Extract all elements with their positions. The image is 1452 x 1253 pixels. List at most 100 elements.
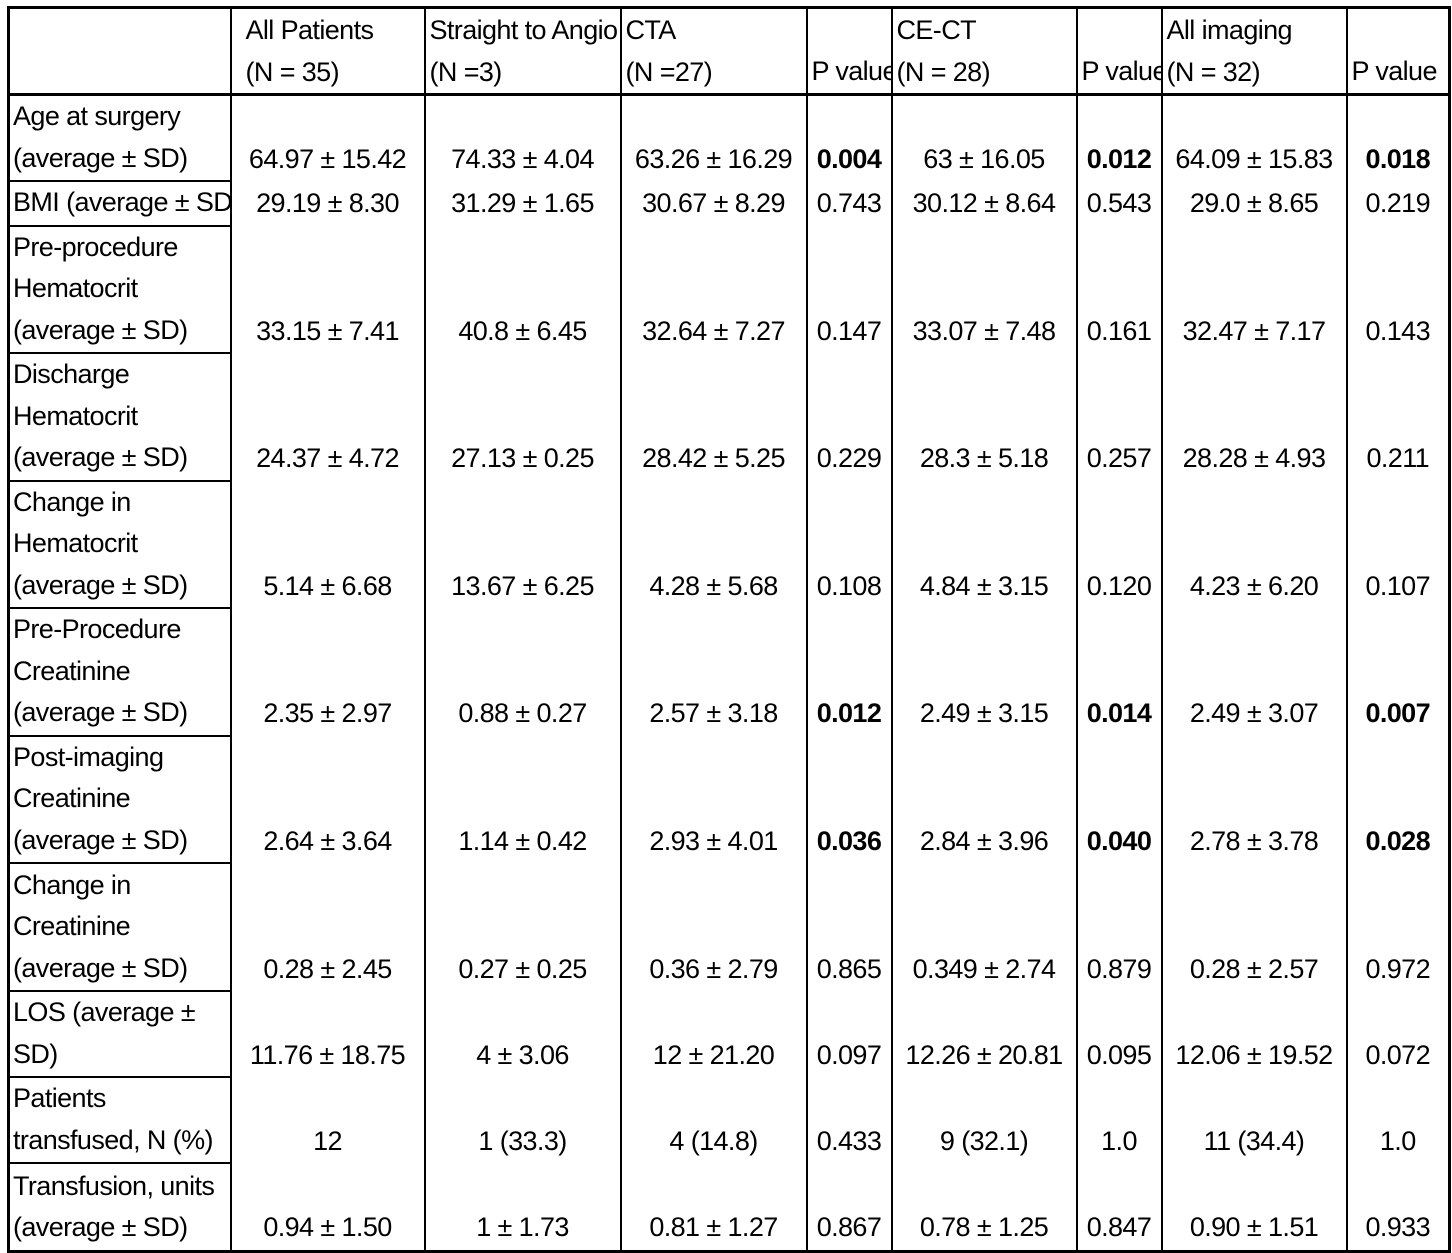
header-p-value-cta: P value xyxy=(805,7,893,96)
value-cell: 63.26 ± 16.29 xyxy=(619,94,808,181)
value-cell: 5.14 ± 6.68 xyxy=(229,480,426,608)
value-cell: 11 (34.4) xyxy=(1160,1077,1348,1163)
p-value-cell: 0.028 xyxy=(1345,735,1451,863)
row-label: Age at surgery (average ± SD) xyxy=(7,94,232,182)
value-cell: 4.23 ± 6.20 xyxy=(1160,480,1348,608)
p-value-cell: 1.0 xyxy=(1345,1077,1451,1163)
p-value-cell: 0.108 xyxy=(805,480,893,608)
table-row-patients-transfused: Patients transfused, N (%) 12 1 (33.3) 4… xyxy=(7,1077,1451,1164)
value-cell: 4.28 ± 5.68 xyxy=(619,480,808,608)
value-cell: 0.88 ± 0.27 xyxy=(423,608,622,736)
value-cell: 4 (14.8) xyxy=(619,1077,808,1163)
table-row-transfusion-units: Transfusion, units (average ± SD) 0.94 ±… xyxy=(7,1163,1451,1252)
p-value-cell: 0.743 xyxy=(805,181,893,226)
value-cell: 9 (32.1) xyxy=(890,1077,1078,1163)
header-p-value-all-imaging: P value xyxy=(1345,7,1451,96)
p-value-cell: 0.433 xyxy=(805,1077,893,1163)
p-value-cell: 1.0 xyxy=(1075,1077,1163,1163)
p-value-cell: 0.847 xyxy=(1075,1163,1163,1251)
value-cell: 1.14 ± 0.42 xyxy=(423,735,622,863)
p-value-cell: 0.229 xyxy=(805,353,893,481)
row-label: Post-imaging Creatinine (average ± SD) xyxy=(7,735,232,864)
row-label: Pre-Procedure Creatinine (average ± SD) xyxy=(7,608,232,737)
value-cell: 0.28 ± 2.45 xyxy=(229,863,426,991)
header-p-value-ce-ct: P value xyxy=(1075,7,1163,96)
p-value-cell: 0.257 xyxy=(1075,353,1163,481)
p-value-cell: 0.865 xyxy=(805,863,893,991)
p-value-cell: 0.867 xyxy=(805,1163,893,1251)
row-label: BMI (average ± SD) xyxy=(7,181,232,227)
p-value-cell: 0.095 xyxy=(1075,991,1163,1077)
value-cell: 30.12 ± 8.64 xyxy=(890,181,1078,226)
table-row-pre-procedure-creatinine: Pre-Procedure Creatinine (average ± SD) … xyxy=(7,608,1451,737)
table-row-bmi: BMI (average ± SD) 29.19 ± 8.30 31.29 ± … xyxy=(7,181,1451,227)
row-label: Change in Hematocrit (average ± SD) xyxy=(7,480,232,609)
value-cell: 30.67 ± 8.29 xyxy=(619,181,808,226)
value-cell: 31.29 ± 1.65 xyxy=(423,181,622,226)
row-label: Transfusion, units (average ± SD) xyxy=(7,1163,232,1252)
value-cell: 74.33 ± 4.04 xyxy=(423,94,622,181)
header-cta: CTA (N =27) xyxy=(619,7,808,96)
p-value-cell: 0.012 xyxy=(805,608,893,736)
value-cell: 2.78 ± 3.78 xyxy=(1160,735,1348,863)
value-cell: 0.349 ± 2.74 xyxy=(890,863,1078,991)
p-value-cell: 0.072 xyxy=(1345,991,1451,1077)
p-value-cell: 0.879 xyxy=(1075,863,1163,991)
value-cell: 24.37 ± 4.72 xyxy=(229,353,426,481)
value-cell: 12.26 ± 20.81 xyxy=(890,991,1078,1077)
value-cell: 12 ± 21.20 xyxy=(619,991,808,1077)
value-cell: 2.49 ± 3.15 xyxy=(890,608,1078,736)
p-value-cell: 0.161 xyxy=(1075,225,1163,353)
value-cell: 0.81 ± 1.27 xyxy=(619,1163,808,1251)
value-cell: 29.19 ± 8.30 xyxy=(229,181,426,226)
value-cell: 4 ± 3.06 xyxy=(423,991,622,1077)
value-cell: 4.84 ± 3.15 xyxy=(890,480,1078,608)
value-cell: 0.27 ± 0.25 xyxy=(423,863,622,991)
value-cell: 27.13 ± 0.25 xyxy=(423,353,622,481)
row-label: Change in Creatinine (average ± SD) xyxy=(7,863,232,992)
value-cell: 0.78 ± 1.25 xyxy=(890,1163,1078,1251)
header-straight-to-angio: Straight to Angio (N =3) xyxy=(423,7,622,96)
value-cell: 40.8 ± 6.45 xyxy=(423,225,622,353)
row-label: LOS (average ± SD) xyxy=(7,991,232,1078)
value-cell: 28.3 ± 5.18 xyxy=(890,353,1078,481)
value-cell: 0.36 ± 2.79 xyxy=(619,863,808,991)
value-cell: 32.64 ± 7.27 xyxy=(619,225,808,353)
value-cell: 12.06 ± 19.52 xyxy=(1160,991,1348,1077)
p-value-cell: 0.107 xyxy=(1345,480,1451,608)
table-row-los: LOS (average ± SD) 11.76 ± 18.75 4 ± 3.0… xyxy=(7,991,1451,1078)
p-value-cell: 0.012 xyxy=(1075,94,1163,181)
p-value-cell: 0.972 xyxy=(1345,863,1451,991)
p-value-cell: 0.219 xyxy=(1345,181,1451,226)
value-cell: 64.09 ± 15.83 xyxy=(1160,94,1348,181)
p-value-cell: 0.147 xyxy=(805,225,893,353)
row-label: Patients transfused, N (%) xyxy=(7,1077,232,1164)
p-value-cell: 0.120 xyxy=(1075,480,1163,608)
header-empty xyxy=(7,7,232,96)
value-cell: 32.47 ± 7.17 xyxy=(1160,225,1348,353)
row-label: Pre-procedure Hematocrit (average ± SD) xyxy=(7,225,232,354)
p-value-cell: 0.007 xyxy=(1345,608,1451,736)
value-cell: 2.84 ± 3.96 xyxy=(890,735,1078,863)
value-cell: 1 ± 1.73 xyxy=(423,1163,622,1251)
header-ce-ct: CE-CT (N = 28) xyxy=(890,7,1078,96)
value-cell: 0.28 ± 2.57 xyxy=(1160,863,1348,991)
p-value-cell: 0.143 xyxy=(1345,225,1451,353)
value-cell: 1 (33.3) xyxy=(423,1077,622,1163)
value-cell: 0.94 ± 1.50 xyxy=(229,1163,426,1251)
p-value-cell: 0.014 xyxy=(1075,608,1163,736)
table-row-discharge-hematocrit: Discharge Hematocrit (average ± SD) 24.3… xyxy=(7,353,1451,482)
value-cell: 28.28 ± 4.93 xyxy=(1160,353,1348,481)
p-value-cell: 0.040 xyxy=(1075,735,1163,863)
table-row-post-imaging-creatinine: Post-imaging Creatinine (average ± SD) 2… xyxy=(7,735,1451,864)
value-cell: 2.49 ± 3.07 xyxy=(1160,608,1348,736)
value-cell: 0.90 ± 1.51 xyxy=(1160,1163,1348,1251)
header-row: All Patients (N = 35) Straight to Angio … xyxy=(7,7,1451,96)
value-cell: 12 xyxy=(229,1077,426,1163)
value-cell: 11.76 ± 18.75 xyxy=(229,991,426,1077)
value-cell: 2.93 ± 4.01 xyxy=(619,735,808,863)
value-cell: 33.15 ± 7.41 xyxy=(229,225,426,353)
p-value-cell: 0.097 xyxy=(805,991,893,1077)
row-label: Discharge Hematocrit (average ± SD) xyxy=(7,353,232,482)
